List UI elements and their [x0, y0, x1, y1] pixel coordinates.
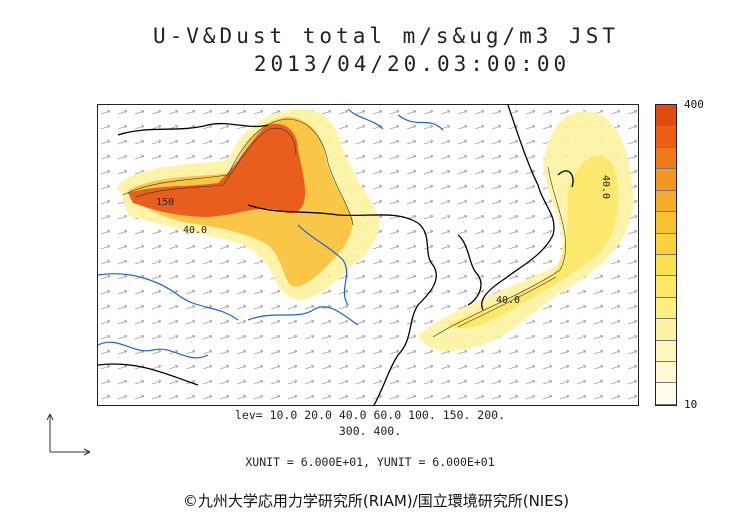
colorbar-segment: [656, 254, 676, 277]
rivers: [98, 108, 444, 359]
copyright-credit: ©九州大学応用力学研究所(RIAM)/国立環境研究所(NIES): [182, 492, 570, 510]
colorbar-max-label: 400: [684, 98, 704, 111]
colorbar-segment: [656, 147, 676, 170]
contour-label-west-40: 40.0: [183, 225, 207, 236]
colorbar-segment: [656, 383, 676, 405]
vector-units: XUNIT = 6.000E+01, YUNIT = 6.000E+01: [245, 455, 495, 469]
colorbar-segment: [656, 169, 676, 191]
contour-levels-line2: 300. 400.: [338, 424, 402, 438]
colorbar-segment: [656, 340, 676, 363]
contour-label-east-40: 40.0: [600, 175, 611, 199]
dust-contours: [122, 118, 567, 338]
contour-levels-line1: lev= 10.0 20.0 40.0 60.0 100. 150. 200.: [234, 408, 506, 422]
map-title: U-V&Dust total m/s&ug/m3 JST: [152, 24, 619, 48]
colorbar-segment: [656, 276, 676, 298]
colorbar-segment: [656, 190, 676, 213]
colorbar-segment: [656, 126, 676, 148]
colorbar-segment: [656, 319, 676, 341]
colorbar: [655, 104, 677, 406]
contour-label-pacific-40: 40.0: [496, 295, 520, 306]
map-timestamp: 2013/04/20.03:00:00: [253, 52, 571, 76]
colorbar-segment: [656, 105, 676, 127]
dust-map-panel: 150 40.0 40.0 40.0: [97, 104, 639, 406]
contour-label-150: 150: [156, 197, 174, 208]
colorbar-segment: [656, 233, 676, 255]
colorbar-segment: [656, 297, 676, 320]
dust-plume-east-mid: [448, 155, 618, 329]
colorbar-segment: [656, 362, 676, 384]
colorbar-min-label: 10: [684, 398, 698, 411]
dust-map: 150 40.0 40.0 40.0: [98, 105, 638, 405]
reference-vector-icon: [46, 413, 91, 456]
coastlines: [98, 105, 574, 405]
colorbar-segment: [656, 212, 676, 234]
dust-plume-west-core: [128, 123, 306, 217]
